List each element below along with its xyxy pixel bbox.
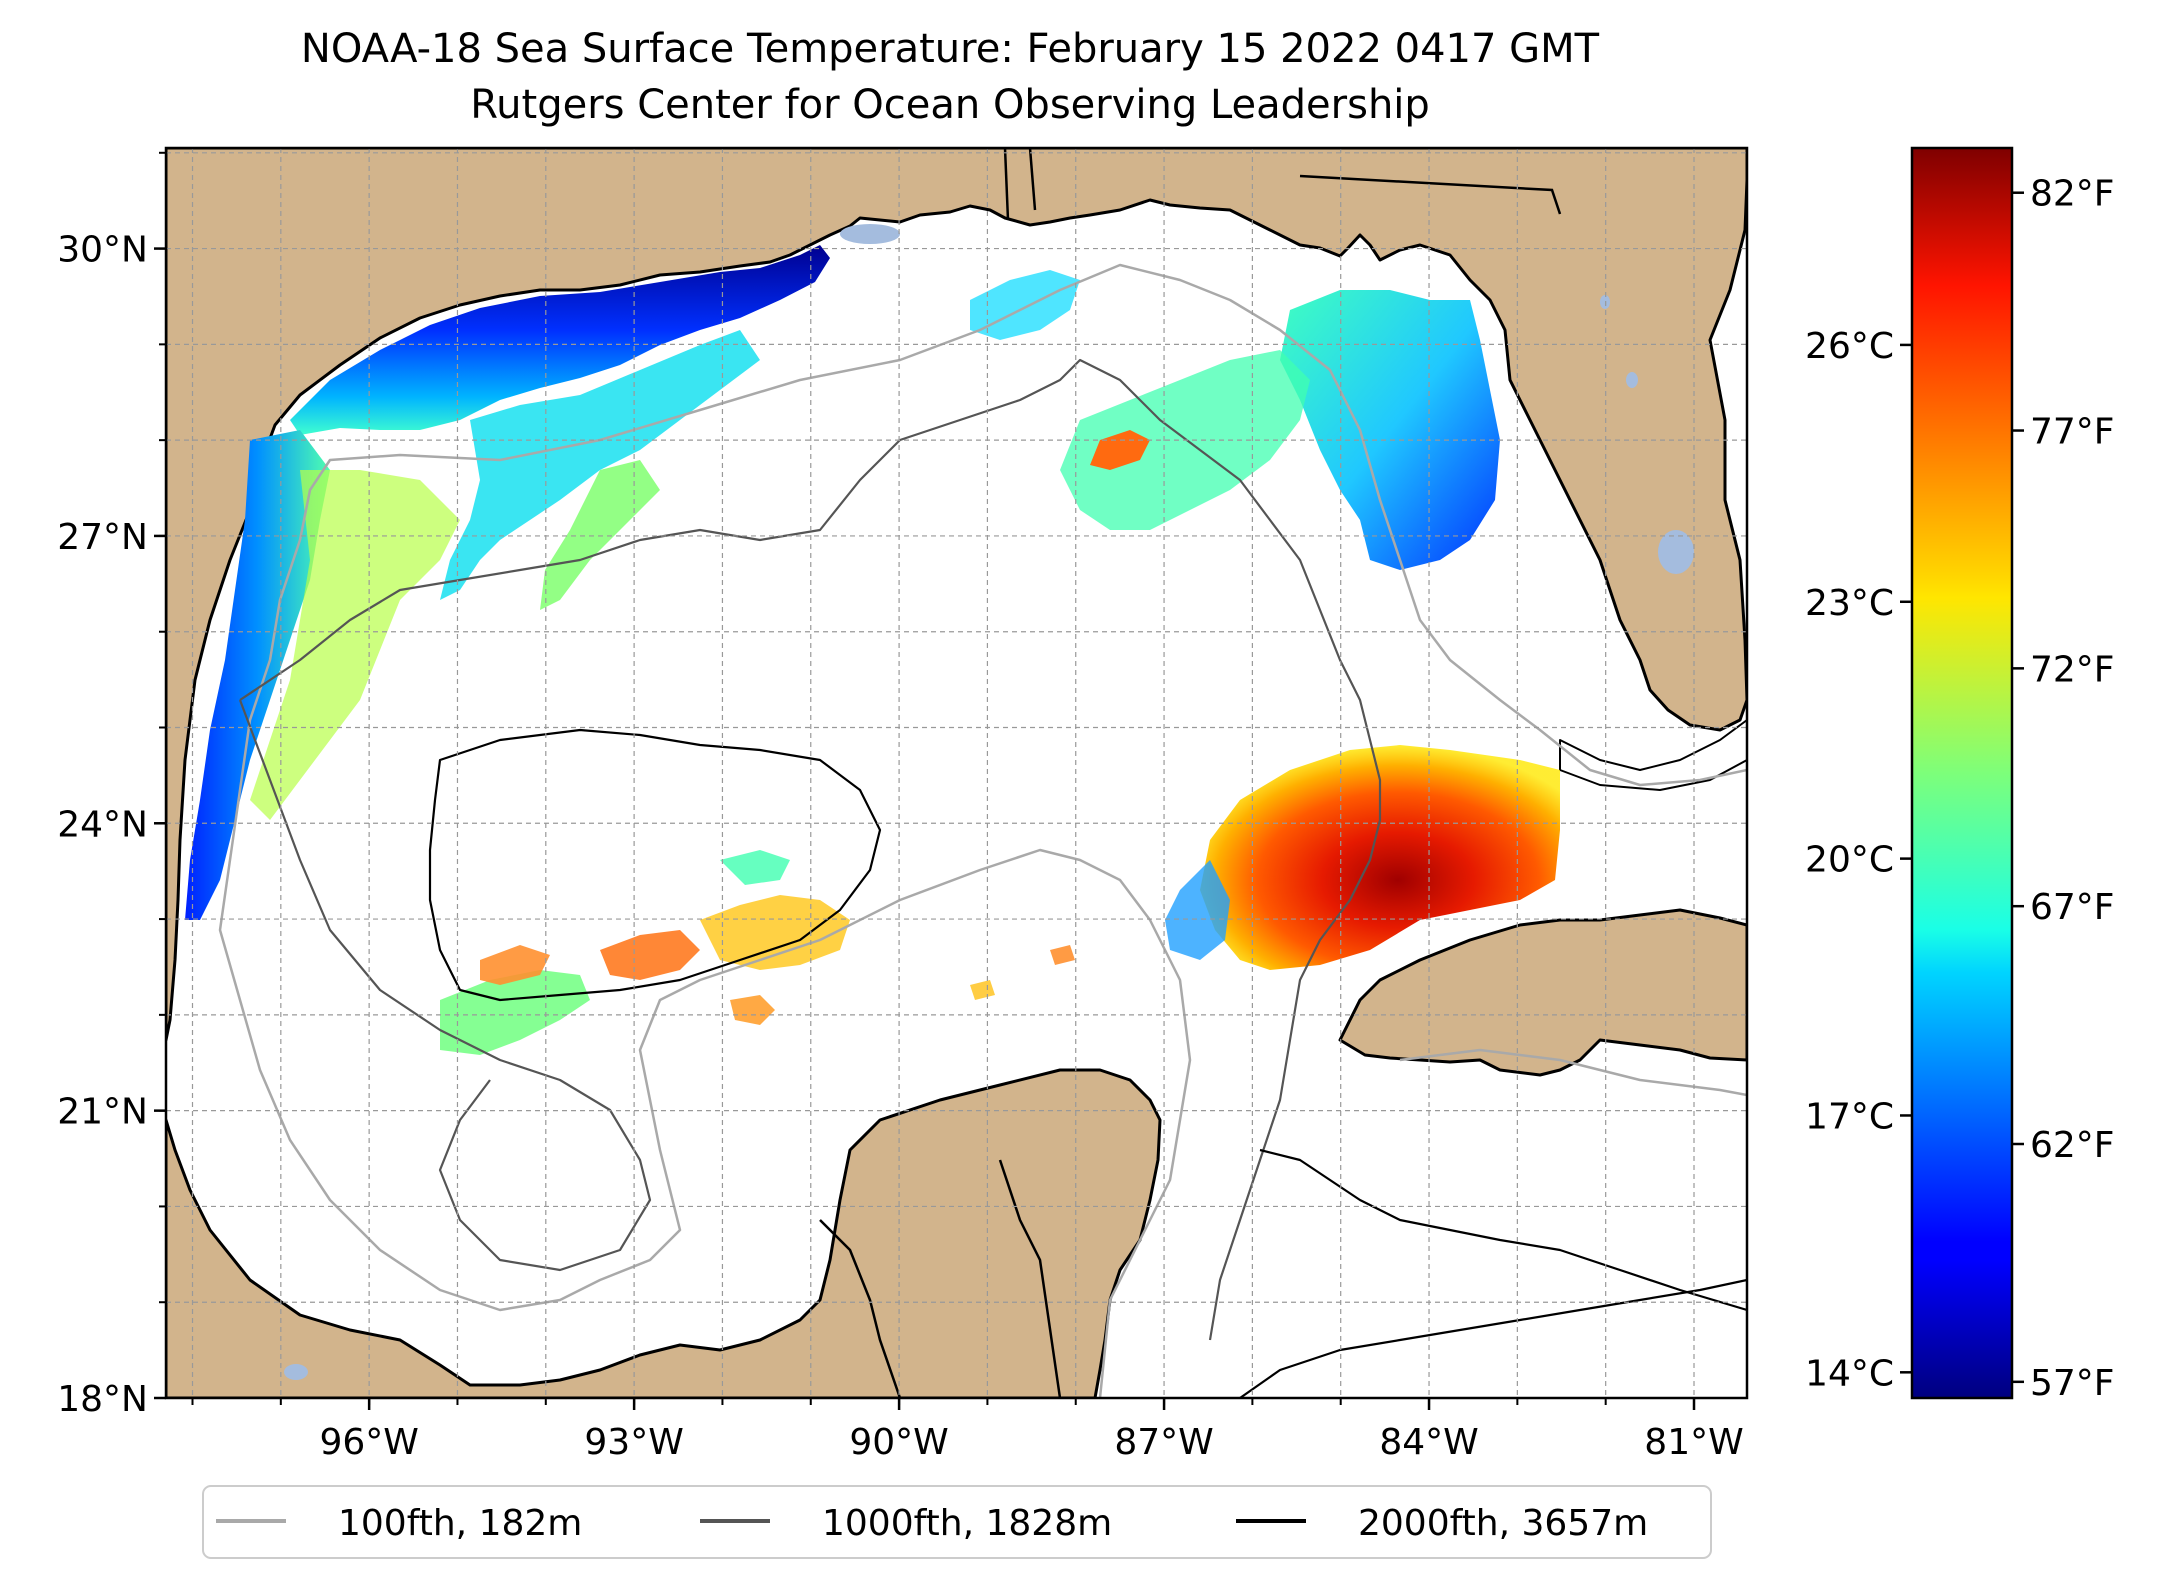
- latitude-axis: 30°N 27°N 24°N 21°N 18°N: [57, 151, 166, 1420]
- lakes-layer: [284, 224, 1694, 1380]
- land-mexico-south: [166, 1068, 1162, 1398]
- legend-label-2000fth: 2000fth, 3657m: [1358, 1503, 1648, 1544]
- lake-okeechobee: [1658, 530, 1694, 574]
- contour-100fth: [218, 263, 1747, 1398]
- sst-patch-central-8: [1050, 945, 1075, 965]
- land-florida-keys: [1559, 719, 1747, 791]
- lon-tick-label: 87°W: [1114, 1422, 1213, 1463]
- legend-label-1000fth: 1000fth, 1828m: [822, 1503, 1112, 1544]
- land-cuba: [1338, 908, 1747, 1077]
- contour-1000fth: [238, 358, 1382, 1341]
- lon-tick-label: 84°W: [1379, 1422, 1478, 1463]
- lake-small-1: [1626, 372, 1638, 388]
- fahrenheit-tick-label: 57°F: [2030, 1363, 2115, 1404]
- lat-tick-label: 21°N: [57, 1092, 148, 1133]
- legend-label-100fth: 100fth, 182m: [338, 1503, 582, 1544]
- bathymetry-contours: [218, 263, 1747, 1398]
- fahrenheit-tick-label: 67°F: [2030, 887, 2115, 928]
- lon-tick-label: 81°W: [1644, 1422, 1743, 1463]
- sst-patch-north-shelf-green: [540, 460, 660, 610]
- sst-patch-central-7: [970, 980, 995, 1000]
- colorbar-fahrenheit-axis: 57°F 62°F 67°F 72°F 77°F 82°F: [2012, 174, 2115, 1404]
- lon-tick-label: 96°W: [319, 1422, 418, 1463]
- longitude-axis: 96°W 93°W 90°W 87°W 84°W 81°W: [191, 1398, 1744, 1463]
- colorbar-gradient: [1910, 146, 2014, 1400]
- contour-2000fth: [428, 728, 1747, 1398]
- colorbar-celsius-axis: 14°C 17°C 20°C 23°C 26°C: [1805, 326, 1912, 1394]
- fahrenheit-tick-label: 77°F: [2030, 412, 2115, 453]
- lon-tick-label: 90°W: [849, 1422, 948, 1463]
- map-gridlines: [166, 148, 1747, 1398]
- sst-patch-central-1: [600, 930, 700, 980]
- celsius-tick-label: 26°C: [1805, 326, 1894, 367]
- fahrenheit-tick-label: 72°F: [2030, 649, 2115, 690]
- map-frame: [164, 146, 1749, 1400]
- sst-patch-north-shelf-mid: [440, 330, 760, 600]
- legend-box: [202, 1485, 1712, 1559]
- sst-patch-loop-current: [1200, 745, 1560, 970]
- colorbar: 14°C 17°C 20°C 23°C 26°C 57°F 62°F 67°F 72°F 77°…: [1805, 146, 2115, 1404]
- sst-patch-east-gulf: [1280, 290, 1500, 570]
- sst-patch-central-3: [440, 970, 590, 1055]
- contour-legend: 100fth, 182m 1000fth, 1828m 2000fth, 365…: [202, 1485, 1712, 1559]
- sst-patch-west-speckle: [250, 470, 460, 820]
- fahrenheit-tick-label: 82°F: [2030, 174, 2115, 215]
- fahrenheit-tick-label: 62°F: [2030, 1125, 2115, 1166]
- figure-title-line2: Rutgers Center for Ocean Observing Leade…: [470, 82, 1430, 128]
- land-layer: [166, 148, 1747, 1398]
- celsius-tick-label: 23°C: [1805, 583, 1894, 624]
- lat-tick-label: 18°N: [57, 1379, 148, 1420]
- sst-patch-west-shelf: [185, 430, 330, 920]
- figure-title-line1: NOAA-18 Sea Surface Temperature: Februar…: [301, 26, 1600, 72]
- state-boundaries: [819, 148, 1562, 1398]
- celsius-tick-label: 17°C: [1805, 1096, 1894, 1137]
- lon-tick-label: 93°W: [584, 1422, 683, 1463]
- celsius-tick-label: 20°C: [1805, 840, 1894, 881]
- map-panel: [166, 148, 1747, 1398]
- celsius-tick-label: 14°C: [1805, 1353, 1894, 1394]
- sst-patch-central-4: [480, 945, 550, 985]
- lat-tick-label: 27°N: [57, 517, 148, 558]
- sst-patch-central-5: [720, 850, 790, 885]
- sst-patch-north-shelf: [290, 245, 830, 435]
- lat-tick-label: 24°N: [57, 804, 148, 845]
- sst-patch-loop-edge: [1165, 860, 1230, 960]
- lat-tick-label: 30°N: [57, 230, 148, 271]
- lake-small-3: [284, 1364, 308, 1380]
- sst-patch-central-6: [730, 995, 775, 1025]
- lake-small-2: [1600, 295, 1610, 309]
- land-north-gulf-coast: [166, 148, 1747, 1042]
- sst-patch-central-2: [700, 895, 850, 970]
- lake-pontchartrain: [840, 224, 900, 244]
